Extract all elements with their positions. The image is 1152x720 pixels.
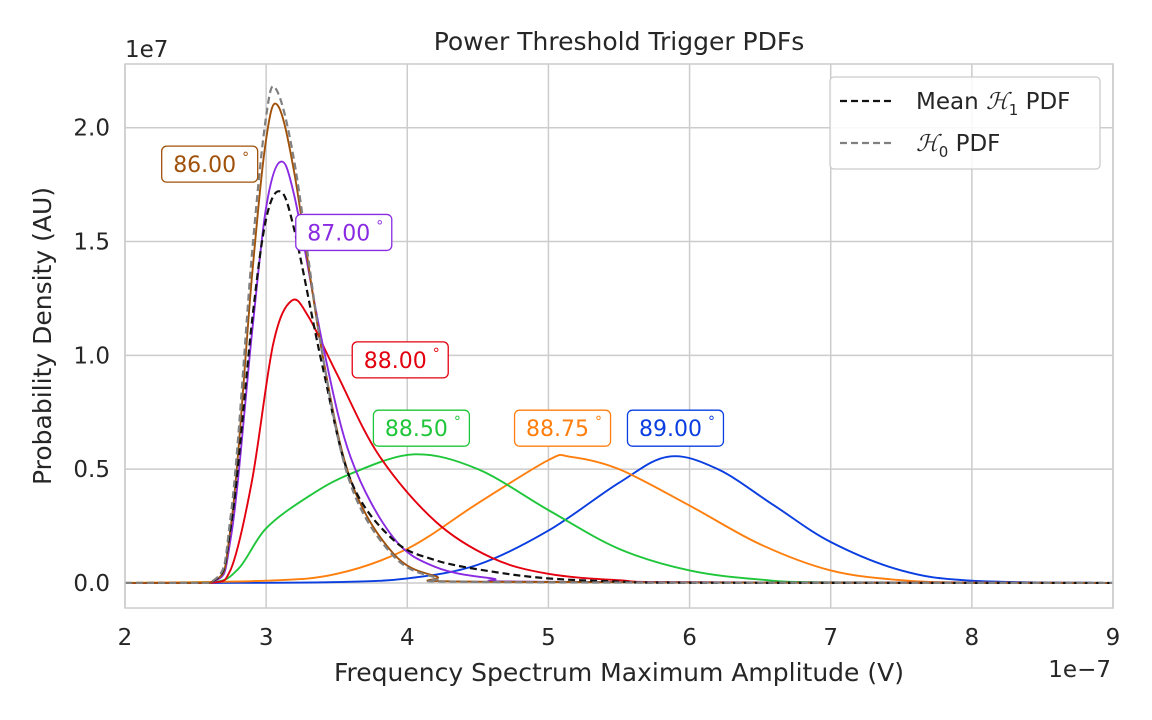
series-line-h0 (125, 85, 1114, 585)
x-tick-label: 8 (965, 625, 980, 651)
x-tick-label: 9 (1106, 625, 1121, 651)
series-line-89-00 (209, 455, 1114, 584)
annotation-box (161, 145, 259, 183)
annotation-label: 88.50 (385, 417, 448, 442)
series-line-88-75 (124, 453, 1114, 584)
y-tick-label: 1.0 (73, 343, 110, 369)
annotation-label: 89.00 (639, 417, 702, 442)
annotation-label: 88.00 (364, 349, 427, 374)
x-tick-label: 7 (823, 625, 838, 651)
ticks: 2 3 4 5 6 7 8 9 0.0 0.5 1.0 1.5 2.0 (73, 116, 1120, 651)
chart-title: Power Threshold Trigger PDFs (434, 27, 805, 56)
legend: Mean ℋ1 PDF ℋ0 PDF (829, 76, 1101, 170)
x-tick-label: 4 (400, 625, 415, 651)
y-tick-label: 0.5 (73, 457, 110, 483)
annotation-label: 88.75 (526, 417, 589, 442)
y-axis-title: Probability Density (AU) (28, 187, 57, 485)
legend-label: Mean ℋ1 PDF (916, 89, 1070, 119)
series-layer (124, 85, 1114, 585)
annotation-degree: ° (454, 414, 461, 430)
annotation-box (351, 341, 449, 379)
x-tick-label: 6 (682, 625, 697, 651)
series-line-88-50 (124, 453, 1114, 584)
x-offset-label: 1e−7 (1048, 657, 1111, 683)
annotation-label: 87.00 (307, 221, 370, 246)
legend-box (829, 76, 1101, 170)
annotation-degree: ° (242, 150, 249, 166)
y-tick-label: 0.0 (73, 571, 110, 597)
y-tick-label: 1.5 (73, 230, 110, 256)
y-tick-label: 2.0 (73, 116, 110, 142)
x-tick-label: 2 (118, 625, 133, 651)
annotation-degree: ° (433, 346, 440, 362)
annotation-box (295, 213, 393, 252)
x-tick-label: 3 (259, 625, 274, 651)
y-offset-label: 1e7 (125, 37, 168, 63)
x-axis-title: Frequency Spectrum Maximum Amplitude (V) (334, 658, 904, 687)
annotations: 86.00 ° 87.00 ° 88.00 ° 88.50 ° 88.75 ° 89.00 ° (161, 145, 725, 447)
x-tick-label: 5 (541, 625, 556, 651)
legend-label: ℋ0 PDF (916, 131, 1000, 161)
annotation-degree: ° (376, 218, 383, 234)
annotation-box (626, 409, 725, 447)
annotation-degree: ° (708, 414, 715, 430)
annotation-box (372, 409, 471, 447)
series-line-88-00 (125, 298, 1114, 584)
annotation-box (513, 409, 612, 447)
series-line-mean-h1 (125, 190, 1114, 585)
series-line-87-00 (125, 160, 1114, 584)
annotation-label: 86.00 (173, 153, 236, 178)
plot-frame (124, 63, 1114, 609)
annotation-degree: ° (595, 414, 602, 430)
